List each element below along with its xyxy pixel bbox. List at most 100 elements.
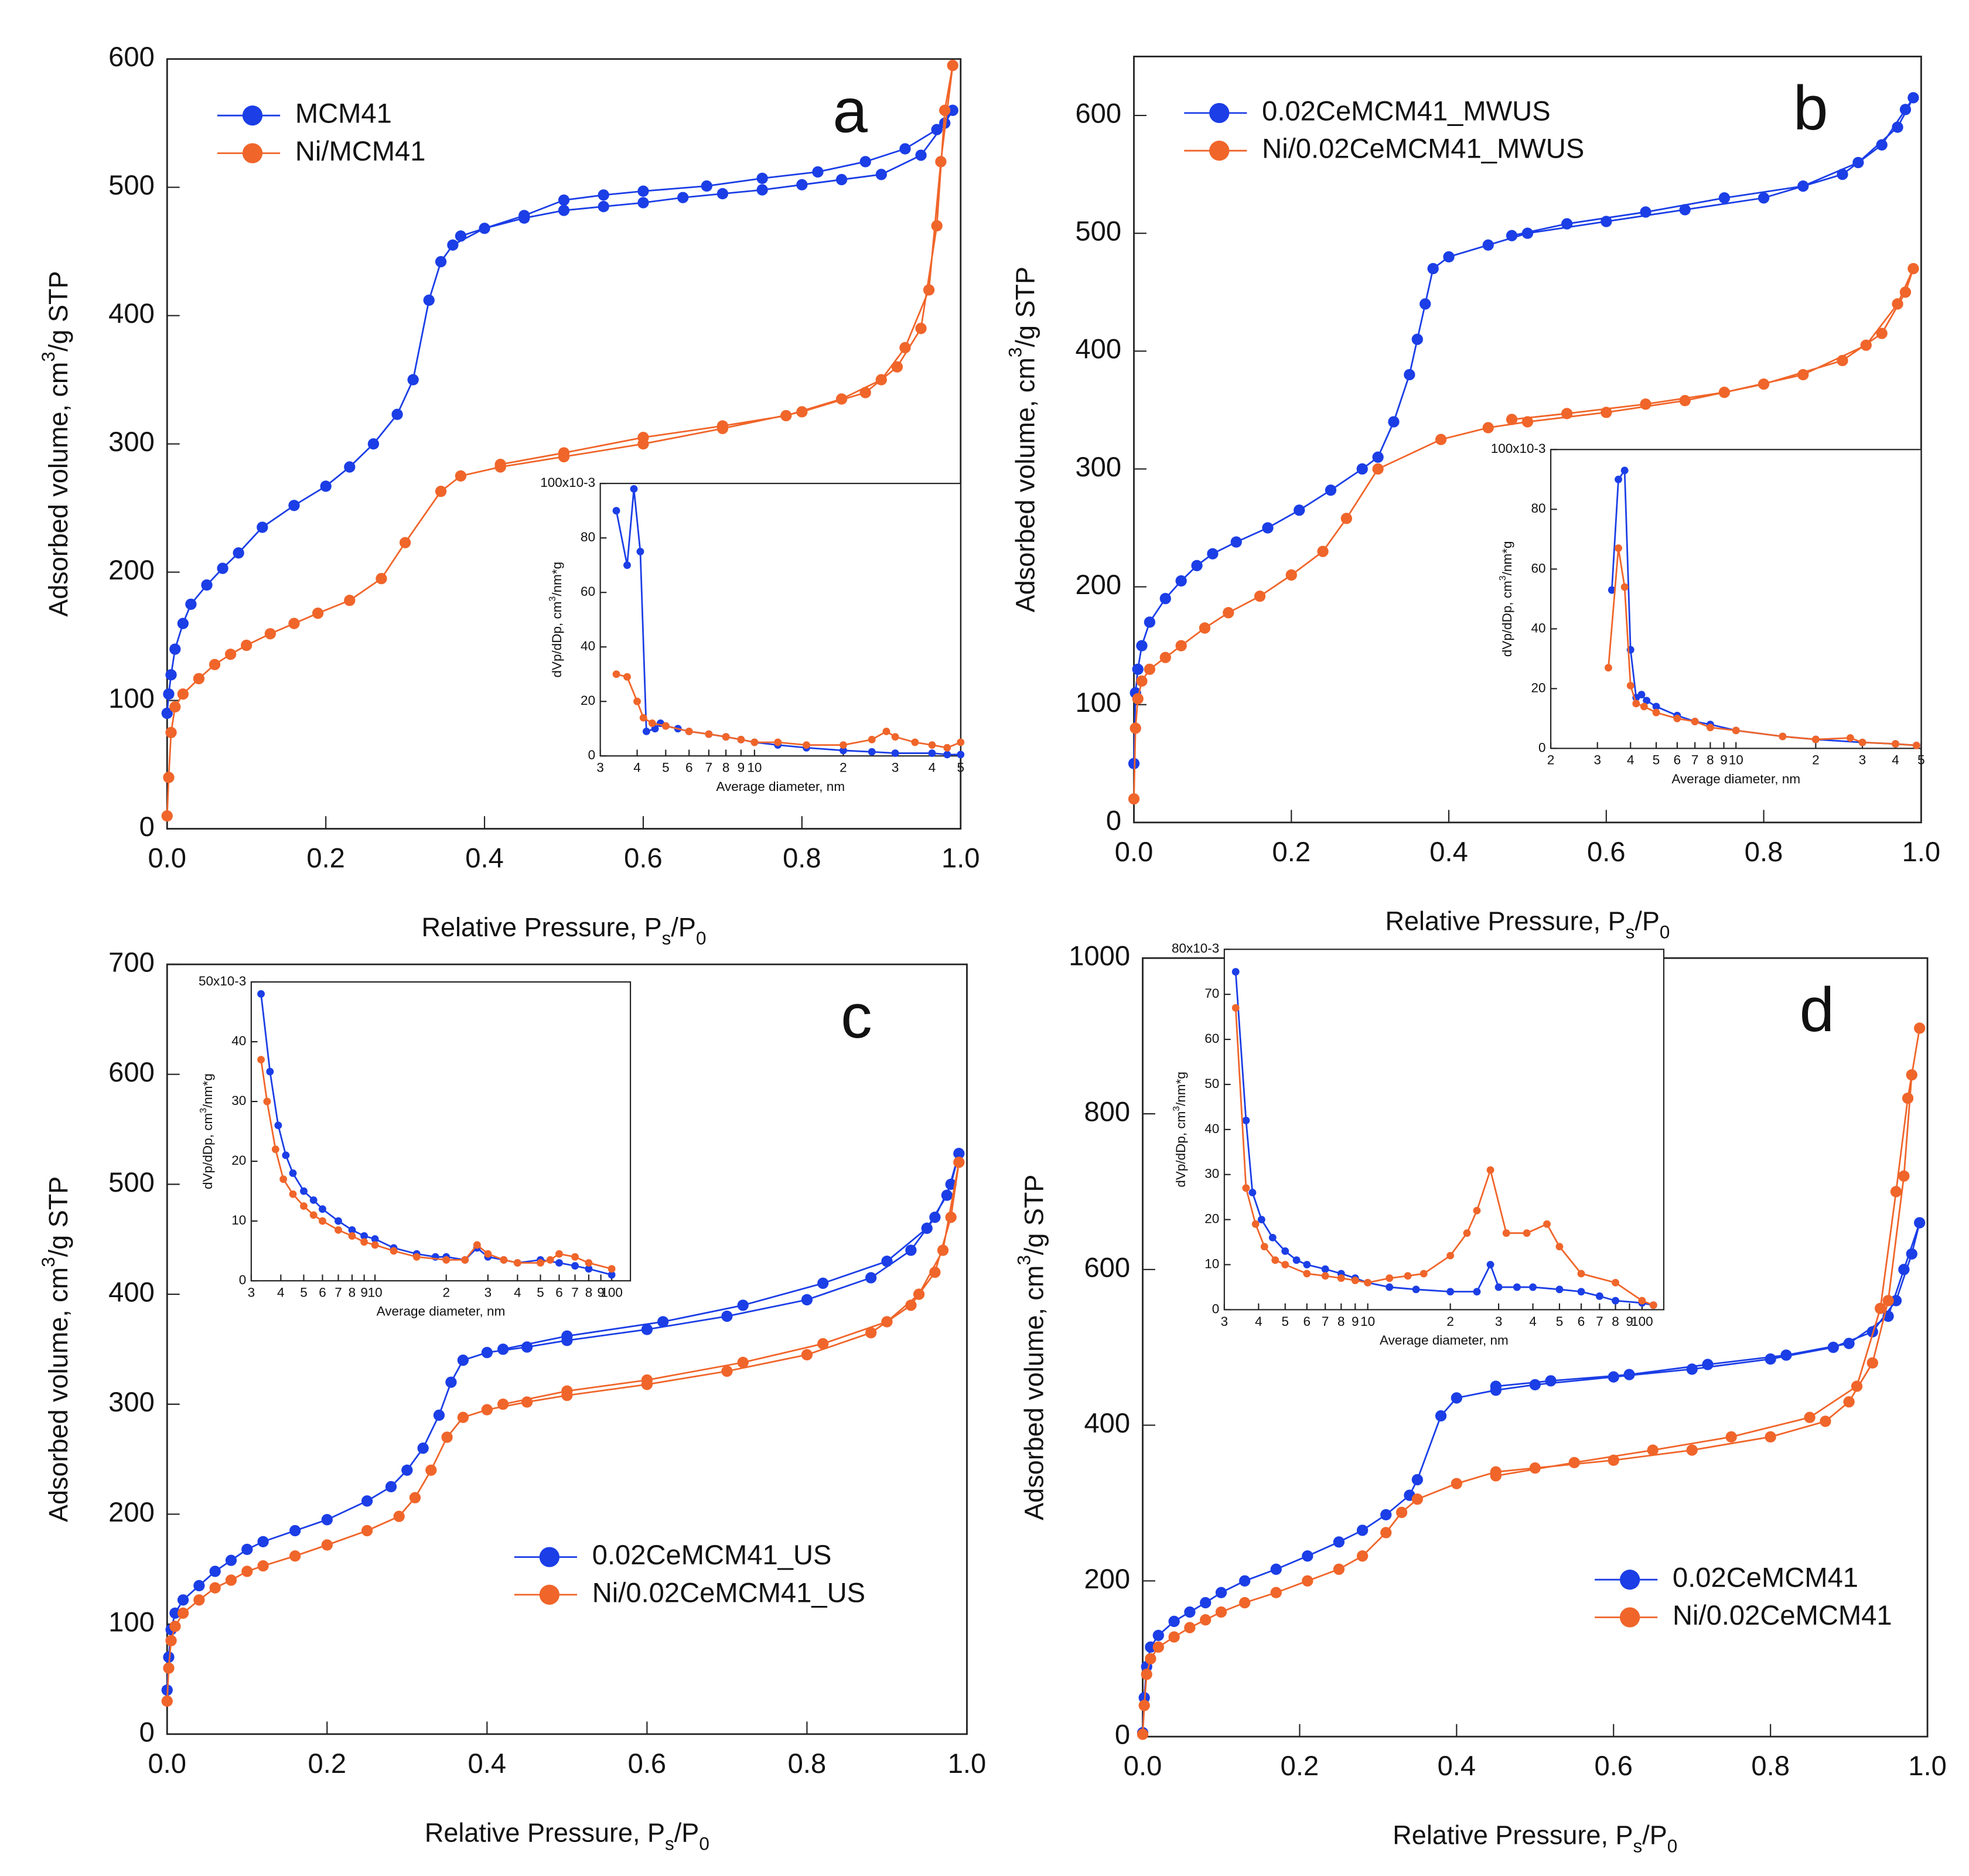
data-point — [859, 156, 871, 168]
y-tick-label: 20 — [581, 693, 595, 708]
x-tick-label: 5 — [1556, 1314, 1564, 1329]
x-tick-label: 5 — [957, 760, 965, 775]
y-tick-label: 600 — [108, 1056, 155, 1087]
data-point — [915, 322, 927, 335]
label-part: /g STP — [43, 271, 73, 352]
data-point — [209, 1582, 221, 1594]
data-point — [612, 507, 620, 515]
x-tick-label: 3 — [1221, 1314, 1229, 1329]
y-tick-label: 30 — [1204, 1166, 1219, 1181]
data-point — [163, 1651, 175, 1663]
data-point — [1912, 741, 1920, 749]
label-part: 3 — [1498, 575, 1508, 581]
data-point — [1152, 1629, 1164, 1641]
data-point — [163, 1662, 175, 1674]
x-tick-label: 8 — [585, 1285, 593, 1299]
data-point — [1615, 544, 1622, 552]
data-point — [865, 1272, 877, 1284]
y-tick-label: 40 — [1204, 1121, 1219, 1136]
legend-label: 0.02CeMCM41_US — [592, 1539, 832, 1570]
data-point — [1207, 548, 1219, 560]
data-point — [648, 719, 656, 727]
data-point — [241, 1565, 253, 1577]
data-point — [371, 1235, 379, 1243]
data-point — [555, 1250, 563, 1258]
data-point — [481, 1346, 493, 1359]
legend-label: 0.02CeMCM41 — [1673, 1562, 1858, 1593]
data-point — [953, 1157, 965, 1168]
data-point — [193, 1594, 205, 1606]
x-tick-label: 3 — [892, 760, 899, 775]
label-part: Average diameter, nm — [1671, 772, 1800, 786]
data-point — [193, 1580, 205, 1592]
y-axis-label: Adsorbed volume, cm3/g STP — [1005, 267, 1040, 612]
data-point — [561, 1385, 573, 1397]
data-point — [441, 1431, 453, 1443]
data-point — [163, 772, 175, 783]
legend-label: Ni/0.02CeMCM41_US — [592, 1577, 865, 1608]
data-point — [905, 1244, 917, 1256]
y-tick-label: 60 — [1531, 561, 1545, 575]
x-tick-label: 0.8 — [783, 843, 821, 874]
data-point — [321, 1539, 333, 1551]
data-point — [1482, 239, 1494, 251]
data-point — [1380, 1527, 1392, 1539]
data-point — [165, 1635, 177, 1646]
data-point — [1463, 1229, 1471, 1237]
panel-label: b — [1793, 73, 1828, 143]
data-point — [941, 1189, 953, 1201]
x-tick-label: 0.4 — [1438, 1750, 1476, 1781]
data-point — [1640, 702, 1648, 711]
data-point — [623, 561, 631, 569]
data-point — [241, 1543, 253, 1556]
x-axis-label: Average diameter, nm — [716, 779, 845, 794]
data-point — [1626, 681, 1634, 690]
data-point — [274, 1121, 282, 1130]
label-part: s — [665, 1833, 674, 1854]
data-point — [500, 1256, 508, 1264]
y-axis-label: dVp/dDp, cm3/nm*g — [1498, 541, 1514, 657]
data-point — [915, 149, 927, 161]
legend-label: 0.02CeMCM41_MWUS — [1262, 95, 1551, 126]
data-point — [899, 143, 911, 155]
y-tick-label: 700 — [108, 946, 155, 977]
data-point — [685, 727, 693, 735]
data-point — [1561, 408, 1573, 419]
data-point — [1386, 1283, 1394, 1291]
data-point — [1321, 1272, 1329, 1280]
data-point — [630, 485, 638, 493]
label-part: Average diameter, nm — [716, 779, 845, 794]
data-point — [1446, 1288, 1455, 1296]
data-point — [1356, 1550, 1369, 1562]
data-point — [1138, 1700, 1150, 1711]
x-tick-label: 10 — [747, 760, 762, 775]
x-tick-label: 9 — [597, 1285, 605, 1299]
data-point — [931, 220, 943, 232]
data-point — [257, 990, 265, 998]
data-point — [1337, 1274, 1345, 1282]
data-point — [1260, 1243, 1268, 1251]
data-point — [947, 104, 958, 116]
x-tick-label: 4 — [514, 1285, 521, 1299]
label-part: 0 — [1660, 922, 1670, 943]
data-point — [1159, 652, 1171, 663]
data-point — [1239, 1597, 1251, 1609]
y-tick-label: 300 — [1075, 451, 1121, 482]
data-point — [457, 1411, 469, 1423]
data-point — [1506, 414, 1518, 425]
data-point — [319, 1205, 326, 1213]
data-point — [165, 726, 177, 738]
data-point — [209, 1565, 221, 1577]
panel-label: a — [832, 75, 868, 145]
data-point — [407, 374, 419, 386]
y-tick-label: 600 — [1084, 1251, 1130, 1282]
data-point — [1473, 1206, 1481, 1215]
data-point — [1502, 1229, 1510, 1237]
data-point — [1652, 708, 1660, 717]
data-point — [288, 500, 300, 511]
data-point — [1386, 1274, 1394, 1282]
data-point — [185, 598, 197, 610]
data-point — [931, 124, 943, 135]
data-point — [391, 408, 403, 420]
data-point — [1294, 504, 1305, 516]
